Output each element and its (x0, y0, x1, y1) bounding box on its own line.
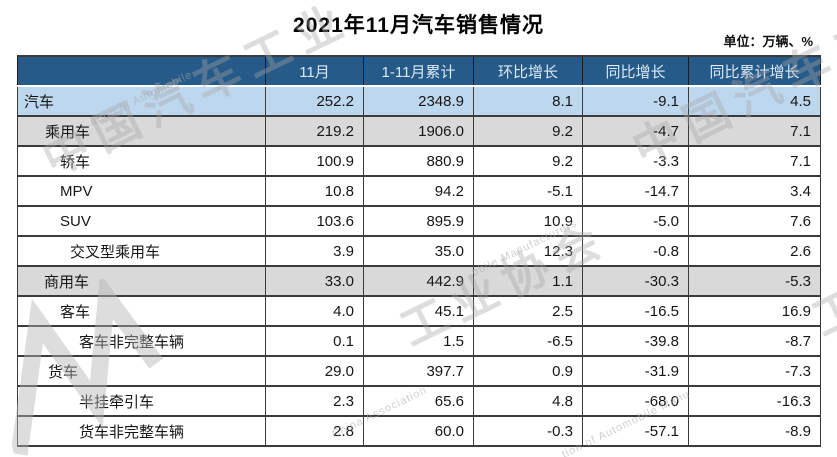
table-row: 货车非完整车辆 2.8 60.0 -0.3 -57.1 -8.9 (17, 415, 821, 447)
row-label: 货车非完整车辆 (17, 415, 266, 447)
table-cell: 100.9 (265, 145, 364, 177)
sales-table: 11月 1-11月累计 环比增长 同比增长 同比累计增长 汽车 252.2 2348.9 8.… (17, 55, 821, 447)
table-cell: -4.7 (582, 115, 689, 147)
table-cell: 65.6 (363, 385, 474, 417)
table-cell: 9.2 (473, 115, 583, 147)
table-cell: 880.9 (363, 145, 474, 177)
table-row: 轿车 100.9 880.9 9.2 -3.3 7.1 (17, 145, 821, 177)
page-title: 2021年11月汽车销售情况 (293, 14, 544, 37)
table-cell: 2348.9 (363, 85, 474, 117)
table-cell: 4.5 (688, 85, 821, 117)
table-cell: 4.0 (265, 295, 364, 327)
table-row: 汽车 252.2 2348.9 8.1 -9.1 4.5 (17, 85, 821, 117)
table-header: 11月 1-11月累计 环比增长 同比增长 同比累计增长 (17, 55, 821, 87)
table-cell: -68.0 (582, 385, 689, 417)
unit-note: 单位：万辆、% (723, 34, 813, 49)
table-cell: 8.1 (473, 85, 583, 117)
table-cell: -57.1 (582, 415, 689, 447)
table-cell: -9.1 (582, 85, 689, 117)
table-cell: 7.1 (688, 145, 821, 177)
table-row: SUV 103.6 895.9 10.9 -5.0 7.6 (17, 205, 821, 237)
table-row: 货车 29.0 397.7 0.9 -31.9 -7.3 (17, 355, 821, 387)
table-cell: 3.9 (265, 235, 364, 267)
table-cell: -3.3 (582, 145, 689, 177)
table-cell: -5.3 (688, 265, 821, 297)
table-cell: 10.9 (473, 205, 583, 237)
table-cell: -16.5 (582, 295, 689, 327)
table-row: 半挂牵引车 2.3 65.6 4.8 -68.0 -16.3 (17, 385, 821, 417)
table-cell: 0.1 (265, 325, 364, 357)
table-cell: 7.1 (688, 115, 821, 147)
row-label: 乘用车 (17, 115, 266, 147)
table-cell: 1.1 (473, 265, 583, 297)
row-label: 交叉型乘用车 (17, 235, 266, 267)
table-cell: -7.3 (688, 355, 821, 387)
row-label: 半挂牵引车 (17, 385, 266, 417)
table-cell: 45.1 (363, 295, 474, 327)
column-header: 同比增长 (582, 55, 689, 87)
table-row: 乘用车 219.2 1906.0 9.2 -4.7 7.1 (17, 115, 821, 147)
table-body: 汽车 252.2 2348.9 8.1 -9.1 4.5 乘用车 219.2 1906.0 9.2… (17, 85, 821, 447)
table-cell: 3.4 (688, 175, 821, 207)
table-cell: 12.3 (473, 235, 583, 267)
row-label: 商用车 (17, 265, 266, 297)
table-cell: 16.9 (688, 295, 821, 327)
column-header: 1-11月累计 (363, 55, 474, 87)
table-cell: 94.2 (363, 175, 474, 207)
table-row: 商用车 33.0 442.9 1.1 -30.3 -5.3 (17, 265, 821, 297)
column-header: 11月 (265, 55, 364, 87)
table-cell: -30.3 (582, 265, 689, 297)
table-cell: 219.2 (265, 115, 364, 147)
table-cell: -31.9 (582, 355, 689, 387)
table-row: 客车 4.0 45.1 2.5 -16.5 16.9 (17, 295, 821, 327)
table-row: 交叉型乘用车 3.9 35.0 12.3 -0.8 2.6 (17, 235, 821, 267)
table-cell: -16.3 (688, 385, 821, 417)
table-cell: 442.9 (363, 265, 474, 297)
table-cell: 35.0 (363, 235, 474, 267)
column-header: 环比增长 (473, 55, 583, 87)
table-cell: 9.2 (473, 145, 583, 177)
column-header: 同比累计增长 (688, 55, 821, 87)
table-cell: 397.7 (363, 355, 474, 387)
table-cell: 4.8 (473, 385, 583, 417)
row-label: 货车 (17, 355, 266, 387)
table-cell: -39.8 (582, 325, 689, 357)
table-cell: 0.9 (473, 355, 583, 387)
table-cell: -6.5 (473, 325, 583, 357)
table-cell: 1.5 (363, 325, 474, 357)
table-cell: 103.6 (265, 205, 364, 237)
row-label: SUV (17, 205, 266, 237)
table-cell: -0.8 (582, 235, 689, 267)
table-row: 客车非完整车辆 0.1 1.5 -6.5 -39.8 -8.7 (17, 325, 821, 357)
table-cell: -5.0 (582, 205, 689, 237)
table-cell: 2.5 (473, 295, 583, 327)
table-cell: -14.7 (582, 175, 689, 207)
table-row: MPV 10.8 94.2 -5.1 -14.7 3.4 (17, 175, 821, 207)
table-cell: 33.0 (265, 265, 364, 297)
row-label: 客车 (17, 295, 266, 327)
table-cell: 2.6 (688, 235, 821, 267)
table-cell: 895.9 (363, 205, 474, 237)
table-cell: -0.3 (473, 415, 583, 447)
row-label: MPV (17, 175, 266, 207)
table-cell: 10.8 (265, 175, 364, 207)
row-label: 轿车 (17, 145, 266, 177)
column-header (17, 55, 266, 87)
row-label: 客车非完整车辆 (17, 325, 266, 357)
table-cell: 29.0 (265, 355, 364, 387)
table-cell: 60.0 (363, 415, 474, 447)
table-cell: 2.3 (265, 385, 364, 417)
row-label: 汽车 (17, 85, 266, 117)
table-cell: 7.6 (688, 205, 821, 237)
table-cell: -8.7 (688, 325, 821, 357)
table-cell: 2.8 (265, 415, 364, 447)
table-cell: 1906.0 (363, 115, 474, 147)
table-cell: -8.9 (688, 415, 821, 447)
table-cell: -5.1 (473, 175, 583, 207)
table-cell: 252.2 (265, 85, 364, 117)
header-row: 11月 1-11月累计 环比增长 同比增长 同比累计增长 (17, 55, 821, 87)
